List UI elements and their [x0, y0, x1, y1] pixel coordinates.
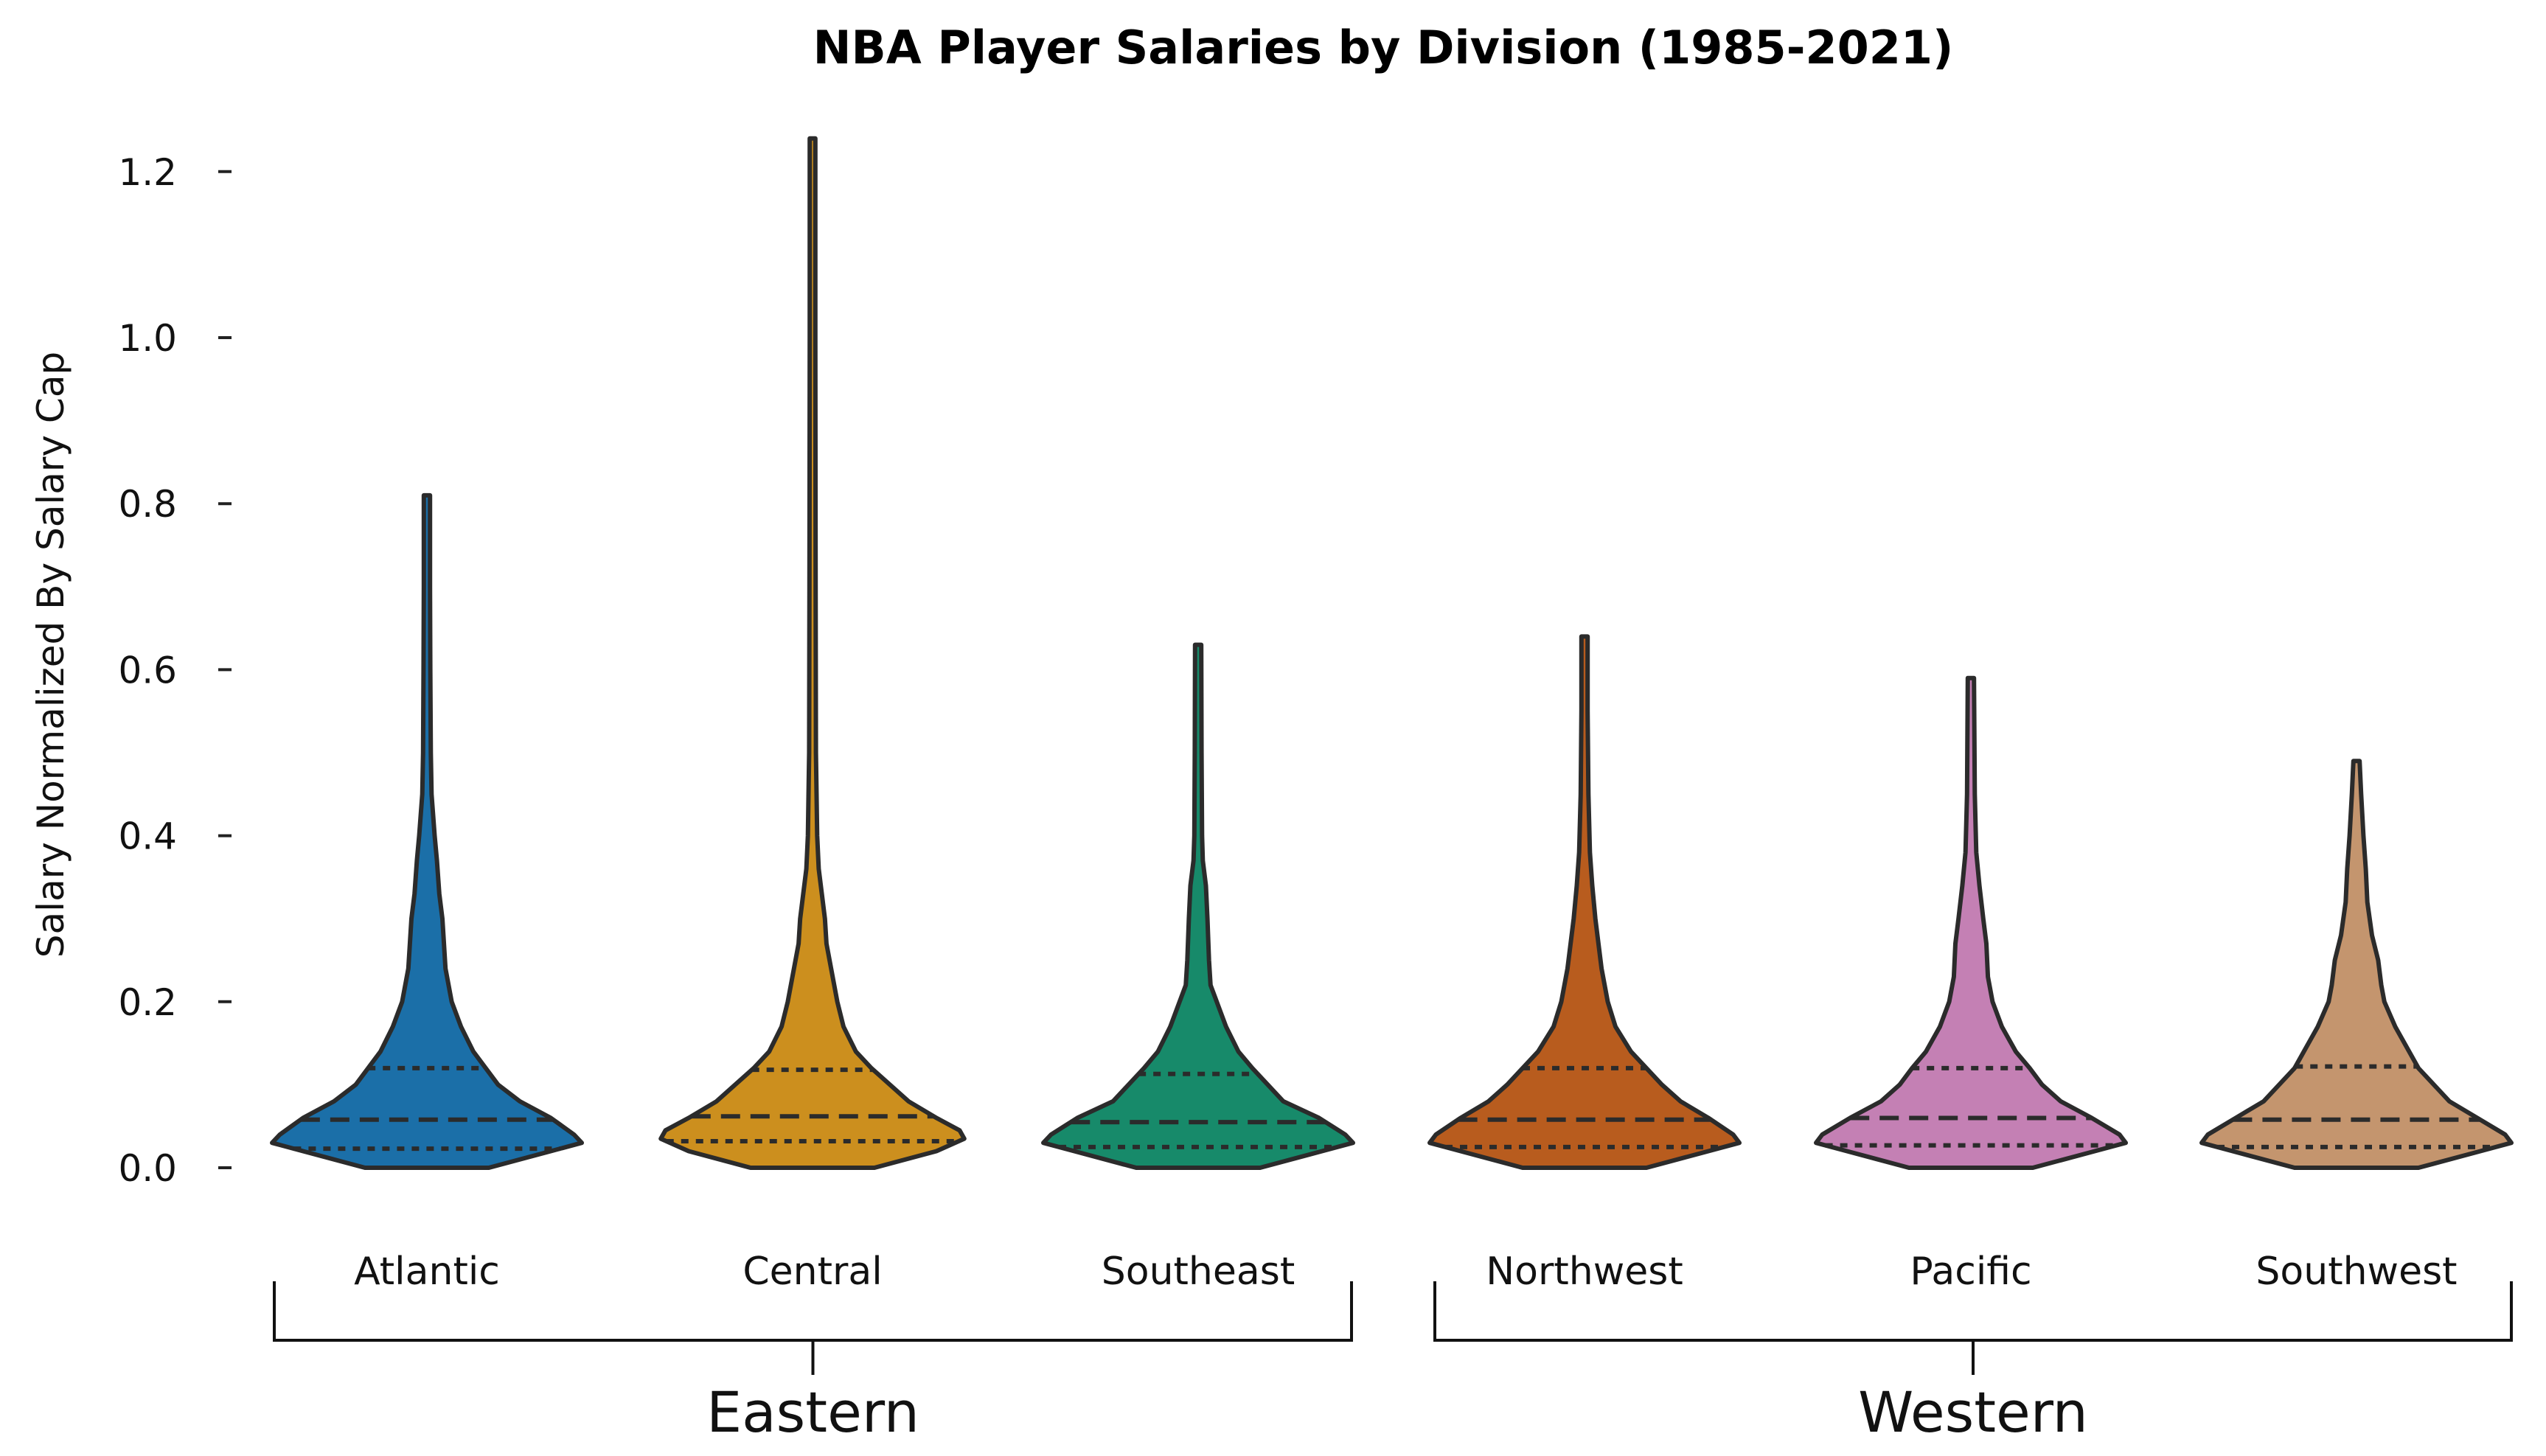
category-labels: Atlantic Central Southeast Northwest Pacific…: [354, 1250, 2457, 1294]
violin-southeast: [1041, 642, 1355, 1170]
chart-title: NBA Player Salaries by Division (1985-20…: [813, 21, 1954, 74]
violin-atlantic: [270, 492, 584, 1170]
violin-body: [1041, 642, 1355, 1170]
group-label: Western: [1858, 1379, 2088, 1445]
category-label: Pacific: [1910, 1250, 2031, 1294]
violin-northwest: [1427, 634, 1742, 1170]
violins: [270, 136, 2514, 1170]
violin-central: [658, 136, 967, 1170]
violin-body: [1427, 634, 1742, 1170]
y-tick-label: 0.6: [118, 649, 177, 692]
group-brackets: Eastern Western: [273, 1281, 2513, 1445]
y-tick-label: 0.8: [118, 483, 177, 526]
y-axis-label: Salary Normalized By Salary Cap: [29, 352, 72, 958]
category-label: Northwest: [1486, 1250, 1683, 1294]
category-label: Central: [742, 1250, 882, 1294]
category-label: Southwest: [2255, 1250, 2457, 1294]
y-tick-label: 1.0: [118, 317, 177, 360]
y-tick-label: 0.0: [118, 1147, 177, 1190]
violin-southwest: [2199, 759, 2514, 1170]
y-tick-label: 0.4: [118, 815, 177, 858]
y-tick-label: 0.2: [118, 981, 177, 1024]
violin-pacific: [1814, 675, 2128, 1170]
category-label: Atlantic: [354, 1250, 500, 1294]
group-western: Western: [1433, 1281, 2513, 1445]
group-eastern: Eastern: [273, 1281, 1353, 1445]
group-label: Eastern: [706, 1379, 919, 1445]
violin-body: [2199, 759, 2514, 1170]
category-label: Southeast: [1102, 1250, 1295, 1294]
y-axis: 0.0 0.2 0.4 0.6 0.8 1.0 1.2: [118, 151, 232, 1190]
y-tick-label: 1.2: [118, 151, 177, 194]
violin-body: [658, 136, 967, 1170]
violin-body: [1814, 675, 2128, 1170]
violin-body: [270, 492, 584, 1170]
